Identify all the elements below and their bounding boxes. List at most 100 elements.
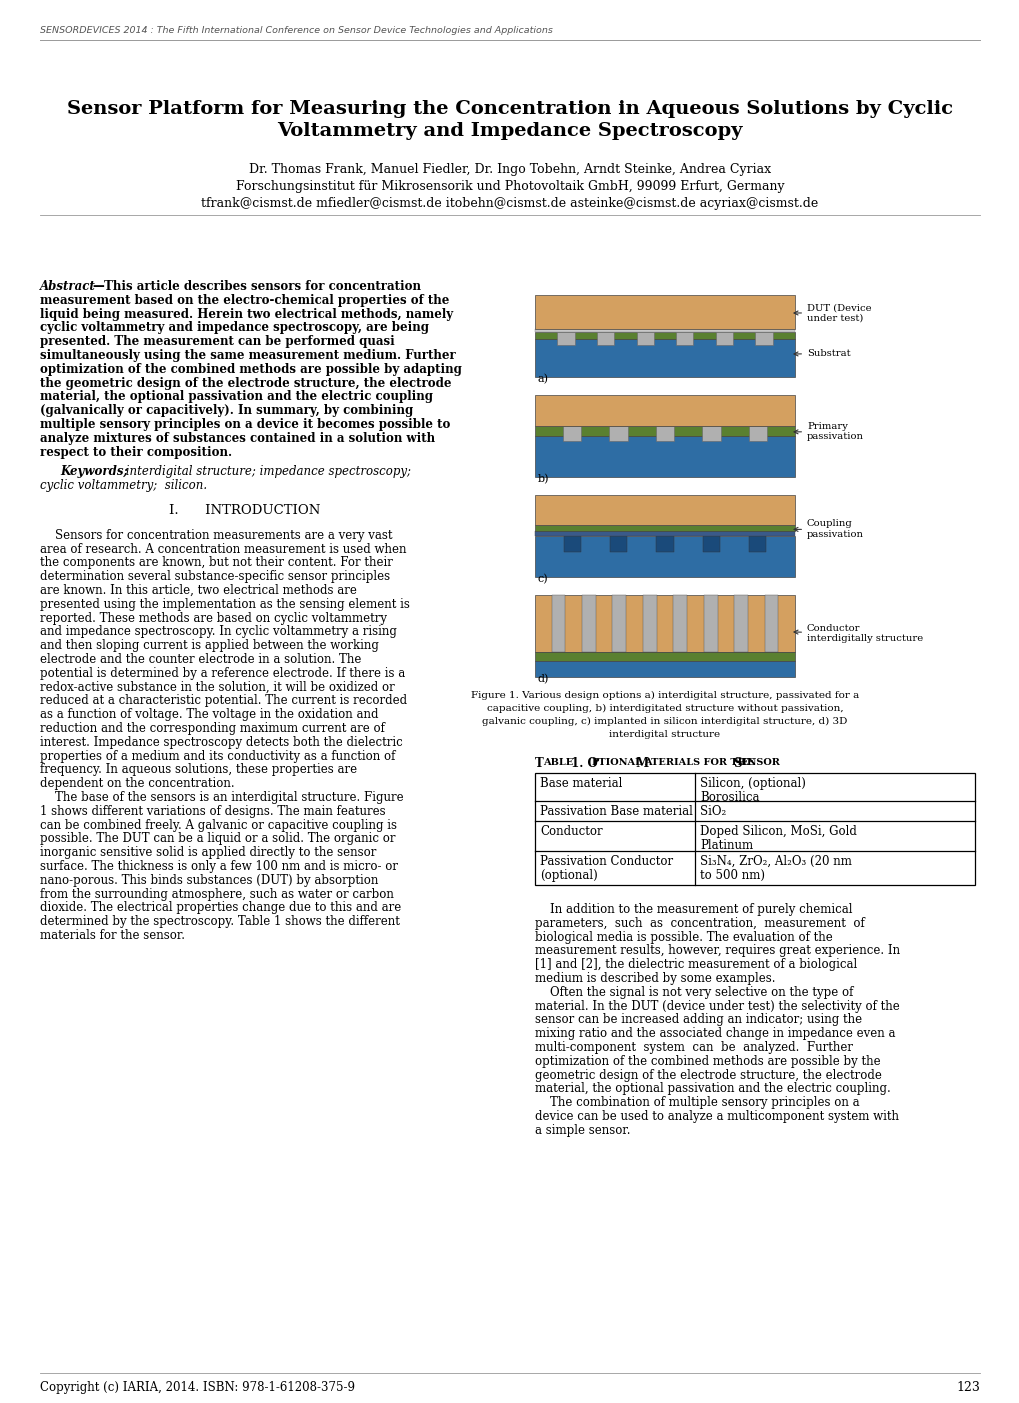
- Text: interdigital structure: interdigital structure: [608, 730, 719, 739]
- Text: (optional): (optional): [539, 868, 597, 882]
- Text: Borosilica: Borosilica: [699, 791, 759, 804]
- Text: This article describes sensors for concentration: This article describes sensors for conce…: [100, 281, 421, 293]
- Text: the components are known, but not their content. For their: the components are known, but not their …: [40, 557, 392, 570]
- Bar: [611, 595, 626, 652]
- Text: Copyright (c) IARIA, 2014. ISBN: 978-1-61208-375-9: Copyright (c) IARIA, 2014. ISBN: 978-1-6…: [40, 1381, 355, 1395]
- Bar: [535, 532, 794, 536]
- Text: potential is determined by a reference electrode. If there is a: potential is determined by a reference e…: [40, 666, 405, 680]
- Text: multiple sensory principles on a device it becomes possible to: multiple sensory principles on a device …: [40, 418, 450, 431]
- Text: M: M: [632, 758, 648, 770]
- Text: area of research. A concentration measurement is used when: area of research. A concentration measur…: [40, 543, 407, 556]
- Text: ENSOR: ENSOR: [740, 758, 781, 767]
- Text: Often the signal is not very selective on the type of: Often the signal is not very selective o…: [535, 986, 853, 999]
- Bar: [673, 595, 687, 652]
- Text: I.  INTRODUCTION: I. INTRODUCTION: [169, 504, 320, 518]
- Text: Passivation Conductor: Passivation Conductor: [539, 854, 673, 868]
- Text: reduction and the corresponding maximum current are of: reduction and the corresponding maximum …: [40, 723, 384, 735]
- Text: properties of a medium and its conductivity as a function of: properties of a medium and its conductiv…: [40, 749, 395, 763]
- Text: optimization of the combined methods are possible by the: optimization of the combined methods are…: [535, 1055, 879, 1068]
- Text: and then sloping current is applied between the working: and then sloping current is applied betw…: [40, 640, 378, 652]
- Text: inorganic sensitive solid is applied directly to the sensor: inorganic sensitive solid is applied dir…: [40, 846, 376, 859]
- Bar: [748, 427, 766, 441]
- Text: a simple sensor.: a simple sensor.: [535, 1124, 630, 1136]
- Text: PTIONAL: PTIONAL: [591, 758, 642, 767]
- Text: b): b): [537, 474, 549, 484]
- Text: Platinum: Platinum: [699, 839, 752, 852]
- Text: —: —: [92, 281, 104, 293]
- Text: ABLE: ABLE: [542, 758, 573, 767]
- Text: interest. Impedance spectroscopy detects both the dielectric: interest. Impedance spectroscopy detects…: [40, 737, 403, 749]
- Bar: [535, 340, 794, 377]
- Text: Sensors for concentration measurements are a very vast: Sensors for concentration measurements a…: [40, 529, 392, 542]
- Text: Abstract: Abstract: [40, 281, 96, 293]
- Text: d): d): [537, 673, 549, 685]
- Text: the geometric design of the electrode structure, the electrode: the geometric design of the electrode st…: [40, 376, 451, 390]
- Text: The base of the sensors is an interdigital structure. Figure: The base of the sensors is an interdigit…: [40, 791, 404, 804]
- Text: dioxide. The electrical properties change due to this and are: dioxide. The electrical properties chang…: [40, 902, 400, 915]
- Text: capacitive coupling, b) interdigitated structure without passivation,: capacitive coupling, b) interdigitated s…: [486, 704, 843, 713]
- Bar: [535, 652, 794, 661]
- Text: optimization of the combined methods are possible by adapting: optimization of the combined methods are…: [40, 363, 462, 376]
- Text: cyclic voltammetry;  silicon.: cyclic voltammetry; silicon.: [40, 480, 207, 492]
- Text: electrode and the counter electrode in a solution. The: electrode and the counter electrode in a…: [40, 652, 361, 666]
- Text: biological media is possible. The evaluation of the: biological media is possible. The evalua…: [535, 930, 832, 944]
- Bar: [535, 436, 794, 477]
- Text: are known. In this article, two electrical methods are: are known. In this article, two electric…: [40, 584, 357, 598]
- Bar: [609, 536, 627, 553]
- Text: ATERIALS FOR THE: ATERIALS FOR THE: [643, 758, 754, 767]
- Text: sensor can be increased adding an indicator; using the: sensor can be increased adding an indica…: [535, 1013, 861, 1027]
- Bar: [535, 495, 794, 525]
- Bar: [535, 396, 794, 427]
- Text: measurement based on the electro-chemical properties of the: measurement based on the electro-chemica…: [40, 293, 449, 307]
- Text: reported. These methods are based on cyclic voltammetry: reported. These methods are based on cyc…: [40, 612, 386, 624]
- Bar: [748, 536, 765, 553]
- Text: geometric design of the electrode structure, the electrode: geometric design of the electrode struct…: [535, 1069, 881, 1082]
- Bar: [535, 427, 794, 436]
- Text: Conductor: Conductor: [539, 825, 602, 838]
- Text: nano-porous. This binds substances (DUT) by absorption: nano-porous. This binds substances (DUT)…: [40, 874, 378, 887]
- Text: device can be used to analyze a multicomponent system with: device can be used to analyze a multicom…: [535, 1110, 898, 1122]
- Text: as a function of voltage. The voltage in the oxidation and: as a function of voltage. The voltage in…: [40, 709, 378, 721]
- Text: SENSORDEVICES 2014 : The Fifth International Conference on Sensor Device Technol: SENSORDEVICES 2014 : The Fifth Internati…: [40, 27, 552, 35]
- Text: The combination of multiple sensory principles on a: The combination of multiple sensory prin…: [535, 1096, 859, 1110]
- Text: can be combined freely. A galvanic or capacitive coupling is: can be combined freely. A galvanic or ca…: [40, 819, 396, 832]
- Text: [1] and [2], the dielectric measurement of a biological: [1] and [2], the dielectric measurement …: [535, 958, 856, 971]
- Bar: [636, 333, 653, 345]
- Text: Figure 1. Various design options a) interdigital structure, passivated for a: Figure 1. Various design options a) inte…: [471, 692, 858, 700]
- Text: Sensor Platform for Measuring the Concentration in Aqueous Solutions by Cyclic: Sensor Platform for Measuring the Concen…: [67, 100, 952, 118]
- Text: Primary
passivation: Primary passivation: [793, 422, 863, 442]
- Text: Keywords;: Keywords;: [60, 466, 127, 478]
- Text: Forschungsinstitut für Mikrosensorik und Photovoltaik GmbH, 99099 Erfurt, German: Forschungsinstitut für Mikrosensorik und…: [235, 180, 784, 194]
- Text: 123: 123: [955, 1381, 979, 1395]
- Text: material, the optional passivation and the electric coupling.: material, the optional passivation and t…: [535, 1082, 890, 1096]
- Text: Dr. Thomas Frank, Manuel Fiedler, Dr. Ingo Tobehn, Arndt Steinke, Andrea Cyriax: Dr. Thomas Frank, Manuel Fiedler, Dr. In…: [249, 163, 770, 175]
- Text: cyclic voltammetry and impedance spectroscopy, are being: cyclic voltammetry and impedance spectro…: [40, 321, 429, 334]
- Text: galvanic coupling, c) implanted in silicon interdigital structure, d) 3D: galvanic coupling, c) implanted in silic…: [482, 717, 847, 727]
- Bar: [535, 525, 794, 532]
- Text: simultaneously using the same measurement medium. Further: simultaneously using the same measuremen…: [40, 349, 455, 362]
- Text: Silicon, (optional): Silicon, (optional): [699, 777, 805, 790]
- Bar: [755, 333, 772, 345]
- Text: Conductor
interdigitally structure: Conductor interdigitally structure: [793, 624, 922, 644]
- Text: DUT (Device
under test): DUT (Device under test): [793, 303, 871, 323]
- Text: multi-component  system  can  be  analyzed.  Further: multi-component system can be analyzed. …: [535, 1041, 852, 1054]
- Text: surface. The thickness is only a few 100 nm and is micro- or: surface. The thickness is only a few 100…: [40, 860, 397, 873]
- Text: 1. O: 1. O: [567, 758, 597, 770]
- Text: analyze mixtures of substances contained in a solution with: analyze mixtures of substances contained…: [40, 432, 435, 445]
- Text: interdigital structure; impedance spectroscopy;: interdigital structure; impedance spectr…: [122, 466, 411, 478]
- Text: Coupling
passivation: Coupling passivation: [793, 519, 863, 539]
- Text: parameters,  such  as  concentration,  measurement  of: parameters, such as concentration, measu…: [535, 916, 864, 930]
- Text: presented. The measurement can be performed quasi: presented. The measurement can be perfor…: [40, 335, 394, 348]
- Text: dependent on the concentration.: dependent on the concentration.: [40, 777, 234, 790]
- Bar: [701, 427, 720, 441]
- Text: Doped Silicon, MoSi, Gold: Doped Silicon, MoSi, Gold: [699, 825, 856, 838]
- Text: Si₃N₄, ZrO₂, Al₂O₃ (20 nm: Si₃N₄, ZrO₂, Al₂O₃ (20 nm: [699, 854, 851, 868]
- Text: S: S: [730, 758, 742, 770]
- Text: Passivation Base material: Passivation Base material: [539, 805, 692, 818]
- Text: material. In the DUT (device under test) the selectivity of the: material. In the DUT (device under test)…: [535, 999, 899, 1013]
- Bar: [535, 773, 974, 885]
- Bar: [535, 295, 794, 328]
- Text: Base material: Base material: [539, 777, 622, 790]
- Text: to 500 nm): to 500 nm): [699, 868, 764, 882]
- Bar: [734, 595, 747, 652]
